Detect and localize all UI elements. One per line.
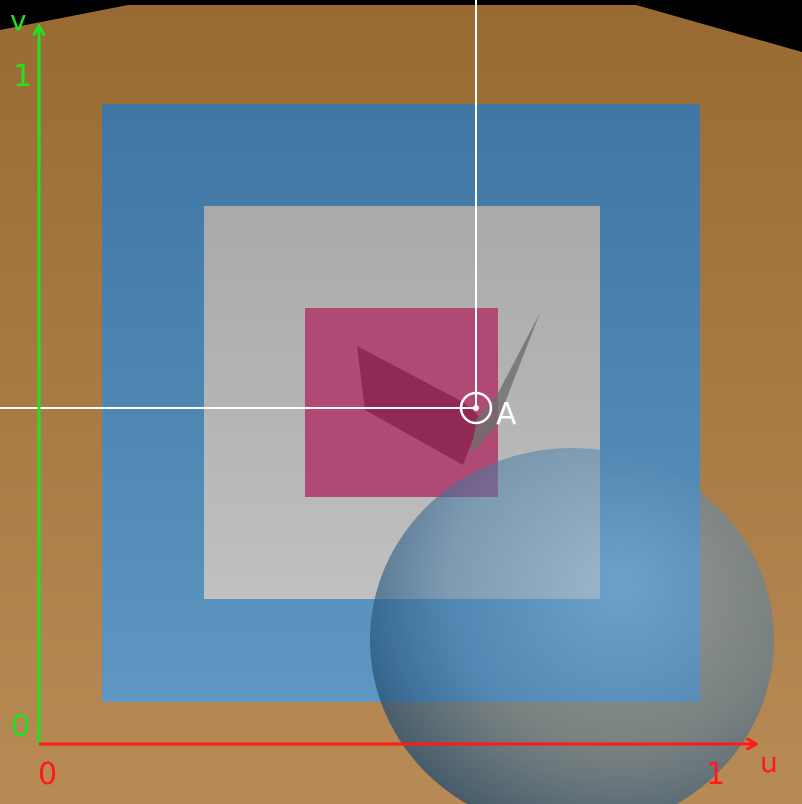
point-marker-dot bbox=[473, 405, 479, 411]
v-tick-start: 0 bbox=[11, 709, 30, 744]
u-tick-end: 1 bbox=[706, 757, 725, 792]
v-axis-label: v bbox=[10, 4, 27, 37]
u-axis-label: u bbox=[760, 746, 778, 779]
point-marker-ring[interactable] bbox=[459, 391, 493, 425]
folded-shape-grey bbox=[470, 313, 540, 455]
sphere bbox=[370, 448, 774, 804]
point-label: A bbox=[496, 397, 517, 432]
u-tick-start: 0 bbox=[38, 757, 57, 792]
folded-shape-dark bbox=[357, 346, 481, 465]
v-tick-end: 1 bbox=[13, 59, 32, 94]
